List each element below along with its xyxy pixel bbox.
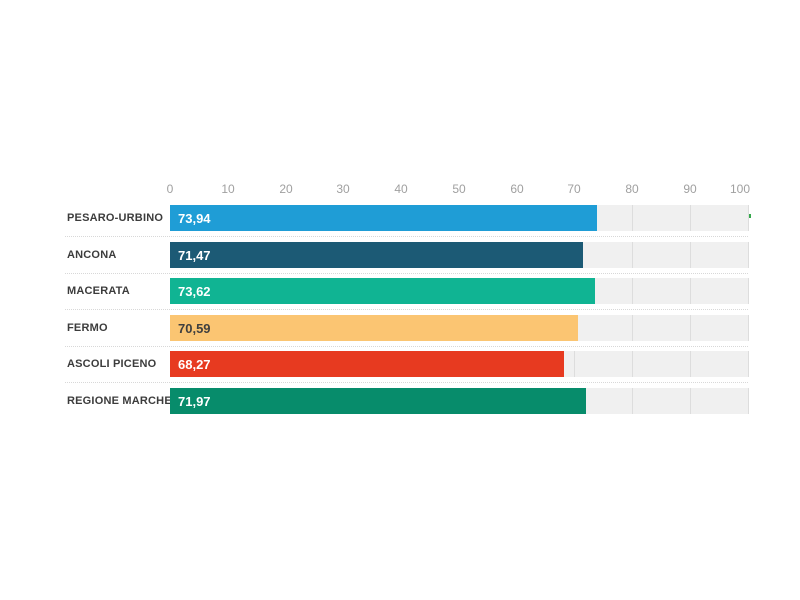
gridline	[748, 315, 749, 341]
gridline	[748, 242, 749, 268]
gridline	[748, 278, 749, 304]
bar-track: 71,47	[170, 242, 749, 268]
bar: 68,27	[170, 351, 564, 377]
gridline	[690, 205, 691, 231]
x-axis-tick-label: 60	[510, 182, 524, 196]
bar-value-label: 73,94	[178, 210, 211, 226]
gridline	[748, 351, 749, 377]
category-label: FERMO	[67, 322, 108, 334]
gridline	[690, 388, 691, 414]
x-axis-tick-label: 40	[394, 182, 408, 196]
gridline	[690, 351, 691, 377]
x-axis-tick-label: 100	[729, 182, 751, 196]
gridline	[632, 351, 633, 377]
bar-track: 68,27	[170, 351, 749, 377]
gridline	[690, 278, 691, 304]
category-label: PESARO-URBINO	[67, 212, 164, 224]
gridline	[632, 388, 633, 414]
x-axis-tick-label: 90	[683, 182, 697, 196]
bar: 71,47	[170, 242, 583, 268]
bar-value-label: 73,62	[178, 283, 211, 299]
bar: 70,59	[170, 315, 578, 341]
gridline	[690, 315, 691, 341]
gridline	[748, 388, 749, 414]
gridline	[632, 205, 633, 231]
x-axis-tick-label: 80	[625, 182, 639, 196]
bar-track: 73,62	[170, 278, 749, 304]
category-label: ASCOLI PICENO	[67, 358, 157, 370]
category-label: REGIONE MARCHE	[67, 395, 172, 407]
x-axis-tick-label: 30	[336, 182, 350, 196]
green-tick-artifact	[749, 214, 751, 218]
row-separator	[65, 346, 748, 347]
bar-value-label: 68,27	[178, 356, 211, 372]
gridline	[748, 205, 749, 231]
x-axis-tick-label: 0	[166, 182, 174, 196]
gridline	[690, 242, 691, 268]
x-axis-tick-label: 20	[279, 182, 293, 196]
x-axis-tick-label: 70	[567, 182, 581, 196]
bar-value-label: 71,47	[178, 247, 211, 263]
gridline	[632, 242, 633, 268]
bar: 71,97	[170, 388, 586, 414]
bar-track: 70,59	[170, 315, 749, 341]
gridline	[632, 278, 633, 304]
category-label: ANCONA	[67, 249, 117, 261]
bar: 73,94	[170, 205, 597, 231]
row-separator	[65, 309, 748, 310]
gridline	[632, 315, 633, 341]
row-separator	[65, 236, 748, 237]
bar-value-label: 70,59	[178, 320, 211, 336]
bar-track: 73,94	[170, 205, 749, 231]
row-separator	[65, 273, 748, 274]
bar-value-label: 71,97	[178, 393, 211, 409]
bar-track: 71,97	[170, 388, 749, 414]
gridline	[574, 351, 575, 377]
bar: 73,62	[170, 278, 595, 304]
x-axis-tick-label: 10	[221, 182, 235, 196]
row-separator	[65, 382, 748, 383]
x-axis-tick-label: 50	[452, 182, 466, 196]
category-label: MACERATA	[67, 285, 130, 297]
